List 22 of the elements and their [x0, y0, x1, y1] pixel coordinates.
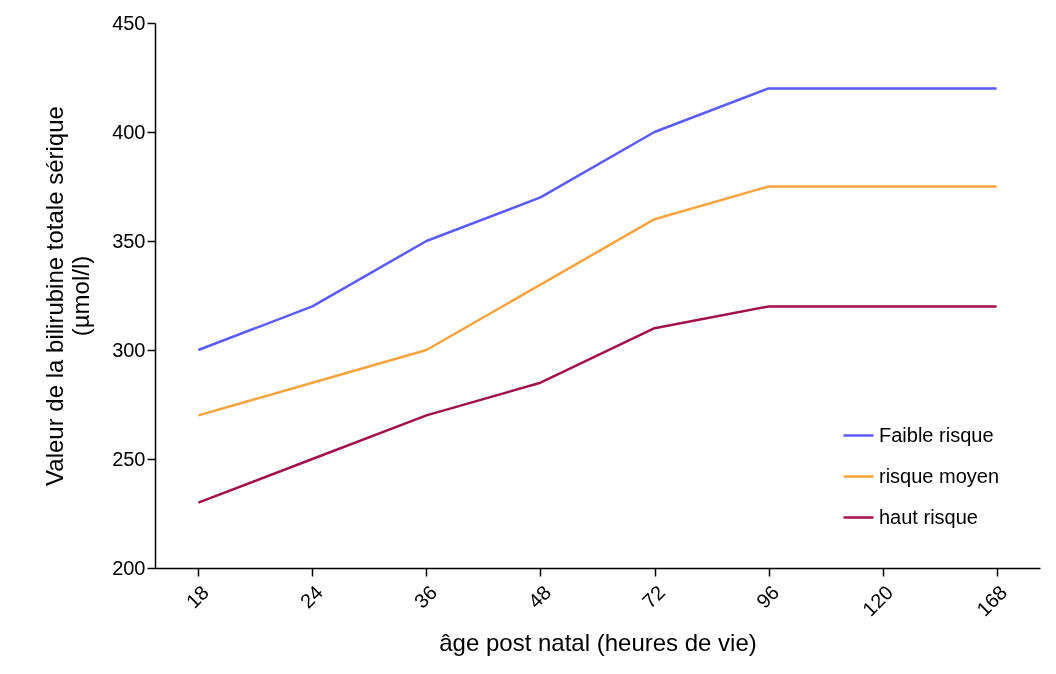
line-series — [197, 305, 998, 504]
legend-label: risque moyen — [879, 464, 1000, 487]
x-axis-title: âge post natal (heures de vie) — [439, 629, 757, 657]
x-tick-label: 96 — [751, 581, 784, 613]
line-series — [197, 185, 998, 417]
x-tick-label: 36 — [409, 581, 442, 613]
x-tick-label: 120 — [858, 581, 898, 621]
y-tick-label: 450 — [112, 11, 146, 34]
x-tick-label: 168 — [972, 581, 1012, 621]
y-tick-label: 400 — [112, 120, 146, 143]
y-axis-title: Valeur de la bilirubine totale sérique (µmol/l) — [41, 106, 95, 486]
y-tick-label: 350 — [112, 229, 146, 252]
y-tick-label: 200 — [112, 556, 146, 579]
x-tick-label: 18 — [181, 581, 213, 613]
legend-label: Faible risque — [879, 423, 994, 446]
y-tick-label: 250 — [112, 447, 146, 470]
x-tick-label: 24 — [295, 581, 328, 613]
legend-label: haut risque — [879, 505, 978, 528]
x-tick-label: 72 — [637, 581, 670, 613]
line-series — [197, 87, 998, 352]
x-tick-label: 48 — [523, 581, 556, 613]
y-tick-label: 300 — [112, 338, 146, 361]
